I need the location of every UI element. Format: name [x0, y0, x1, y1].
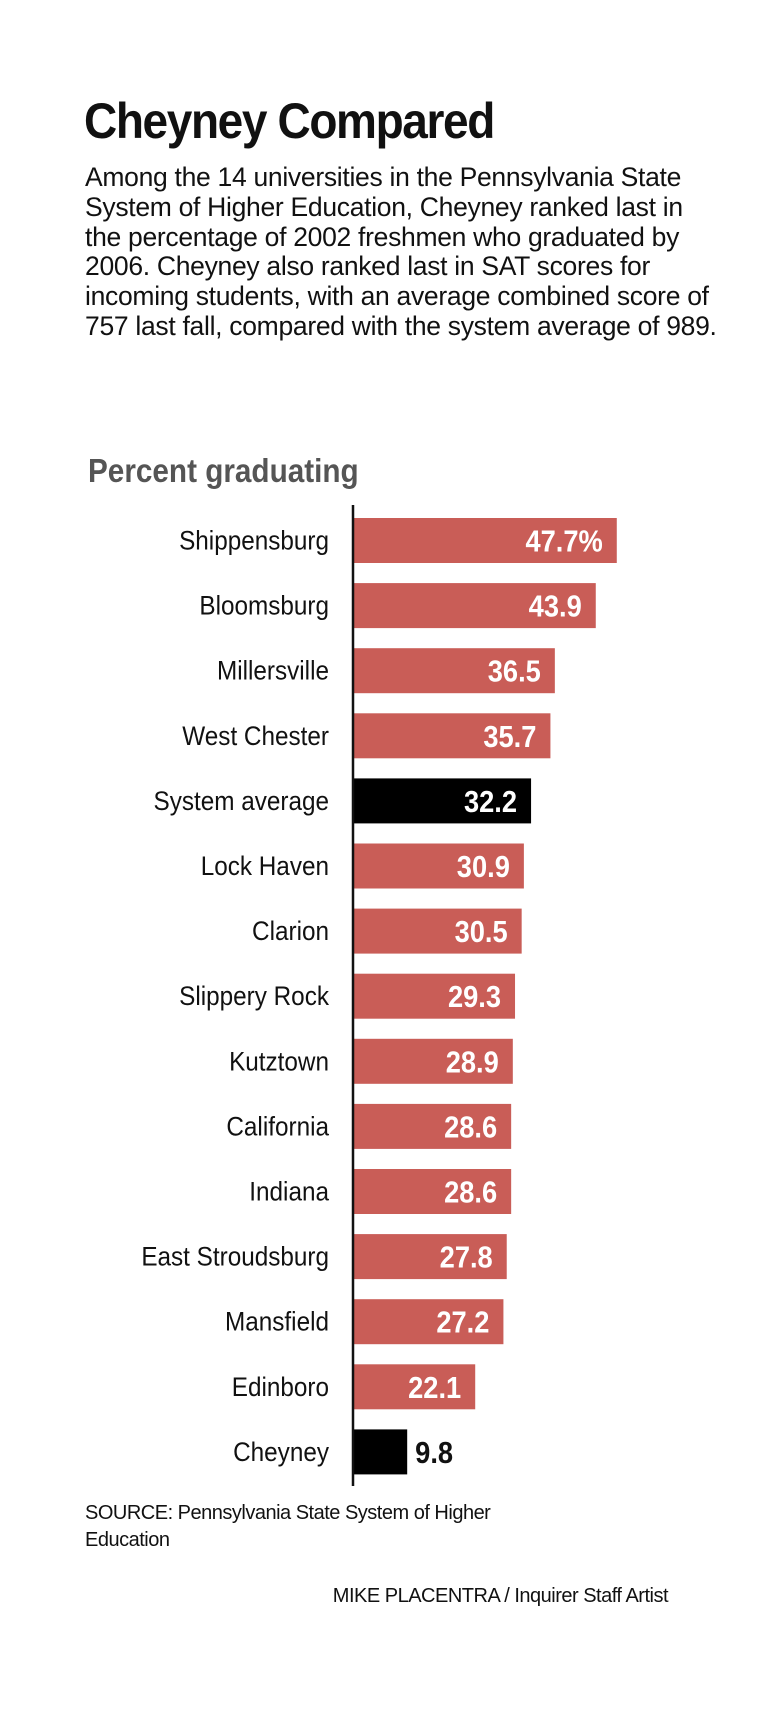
- bar: [353, 583, 596, 629]
- category-label: Bloomsburg: [199, 591, 329, 620]
- bar: [353, 908, 522, 954]
- artist-credit: MIKE PLACENTRA / Inquirer Staff Artist: [332, 1585, 669, 1607]
- value-label: 9.8: [415, 1436, 453, 1470]
- value-label: 27.8: [440, 1241, 493, 1275]
- bar: [353, 1234, 507, 1280]
- value-label: 47.7%: [525, 525, 602, 559]
- category-label: Slippery Rock: [179, 982, 329, 1011]
- bar: [353, 1169, 512, 1214]
- value-label: 30.9: [457, 850, 510, 884]
- bar: [353, 1299, 504, 1345]
- category-label: Millersville: [217, 657, 329, 686]
- bar: [353, 973, 516, 1019]
- value-label: 32.2: [464, 785, 517, 819]
- bar: [353, 1038, 513, 1084]
- value-label: 30.5: [455, 916, 508, 950]
- category-label: East Stroudsburg: [141, 1242, 329, 1271]
- chart-description: Among the 14 universities in the Pennsyl…: [85, 162, 717, 341]
- category-label: West Chester: [182, 722, 329, 751]
- category-label: Mansfield: [225, 1308, 329, 1337]
- category-label: Edinboro: [232, 1373, 329, 1402]
- bar: [353, 648, 555, 694]
- value-label: 35.7: [483, 720, 536, 754]
- source-note: SOURCE: Pennsylvania State System of Hig…: [85, 1502, 491, 1551]
- category-label: Lock Haven: [201, 852, 329, 881]
- chart-subtitle: Percent graduating: [88, 452, 359, 489]
- bar: [353, 713, 551, 759]
- value-label: 28.6: [444, 1176, 497, 1210]
- bar: [353, 1103, 512, 1149]
- category-label: System average: [154, 787, 329, 816]
- value-label: 22.1: [408, 1371, 461, 1405]
- category-label: Kutztown: [229, 1047, 329, 1076]
- bar: [353, 1429, 408, 1475]
- category-label: Indiana: [249, 1177, 329, 1206]
- value-label: 28.9: [446, 1046, 499, 1080]
- category-label: California: [226, 1112, 329, 1141]
- category-label: Clarion: [252, 917, 329, 946]
- value-label: 43.9: [529, 590, 582, 624]
- bar: [353, 518, 617, 563]
- bar: [353, 778, 532, 824]
- value-label: 36.5: [488, 655, 541, 689]
- value-label: 28.6: [444, 1111, 497, 1145]
- value-label: 29.3: [448, 981, 501, 1015]
- chart-title: Cheyney Compared: [84, 93, 495, 149]
- bar: [353, 843, 524, 889]
- category-label: Shippensburg: [179, 526, 329, 555]
- bar: [353, 1364, 476, 1410]
- value-label: 27.2: [436, 1306, 489, 1340]
- category-label: Cheyney: [233, 1438, 329, 1467]
